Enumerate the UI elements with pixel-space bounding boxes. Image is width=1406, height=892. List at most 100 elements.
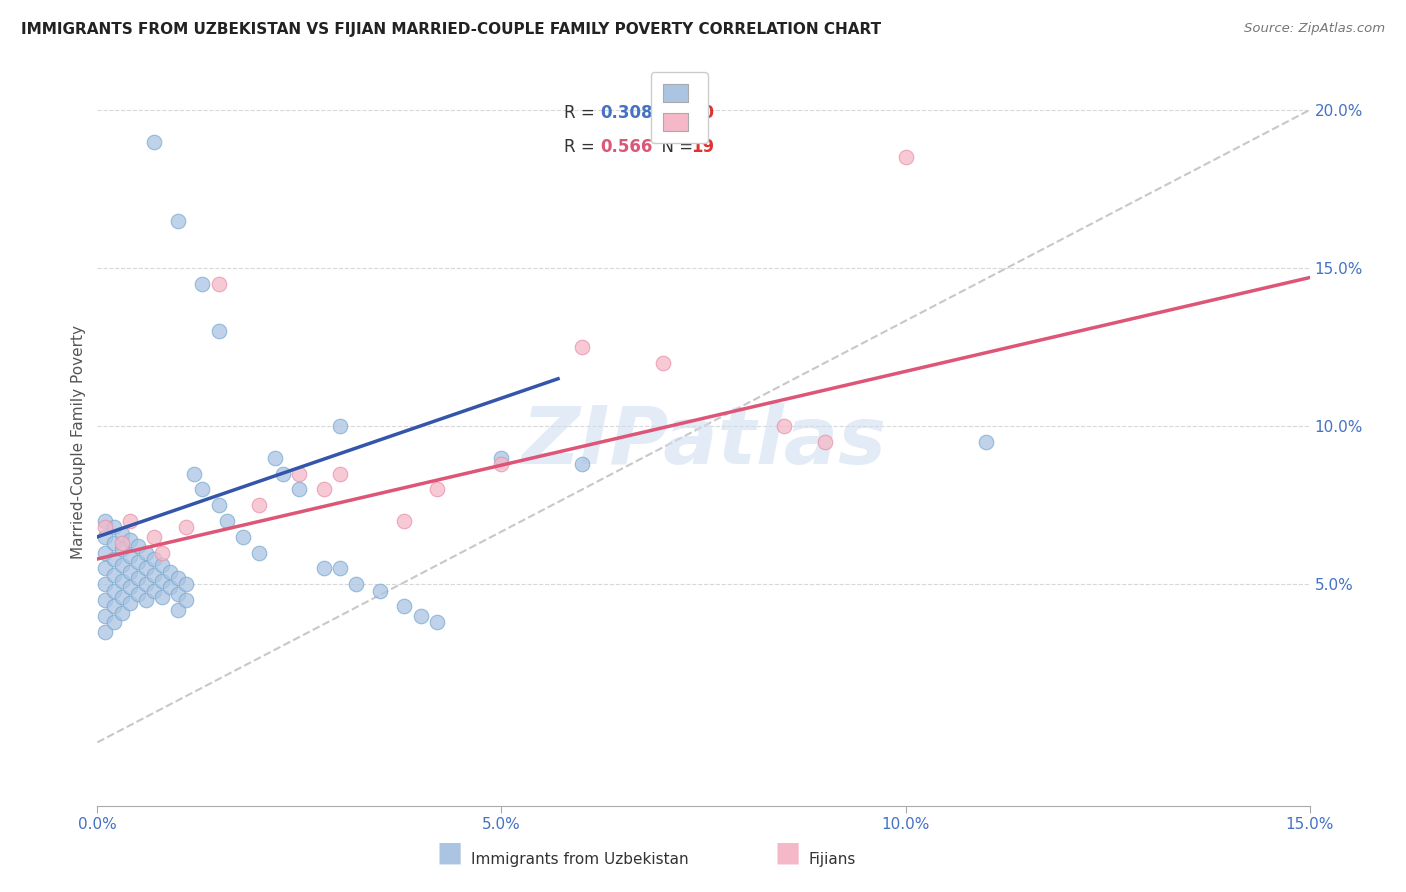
Point <box>312 561 335 575</box>
Point <box>207 324 229 338</box>
Text: 19: 19 <box>692 138 714 156</box>
Point <box>135 593 157 607</box>
Point <box>135 577 157 591</box>
Point <box>103 583 125 598</box>
Point <box>94 520 117 534</box>
Point <box>159 581 181 595</box>
Text: IMMIGRANTS FROM UZBEKISTAN VS FIJIAN MARRIED-COUPLE FAMILY POVERTY CORRELATION C: IMMIGRANTS FROM UZBEKISTAN VS FIJIAN MAR… <box>21 22 882 37</box>
Point <box>110 558 132 573</box>
Point <box>271 467 294 481</box>
Text: ■: ■ <box>775 839 800 867</box>
Text: R =: R = <box>564 103 600 122</box>
Point <box>118 581 141 595</box>
Point <box>94 514 117 528</box>
Point <box>167 213 190 227</box>
Point <box>409 608 432 623</box>
Point <box>110 606 132 620</box>
Text: 80: 80 <box>692 103 714 122</box>
Point <box>150 546 173 560</box>
Point <box>103 599 125 614</box>
Point <box>118 514 141 528</box>
Point <box>426 615 449 630</box>
Text: R =: R = <box>564 138 600 156</box>
Point <box>110 526 132 541</box>
Point <box>167 602 190 616</box>
Point <box>207 277 229 291</box>
Point <box>110 590 132 604</box>
Point <box>288 483 311 497</box>
Point <box>118 596 141 610</box>
Text: ZIPatlas: ZIPatlas <box>522 403 886 481</box>
Point <box>127 539 149 553</box>
Point <box>110 574 132 588</box>
Text: 0.308: 0.308 <box>600 103 652 122</box>
Point <box>773 419 796 434</box>
Point <box>103 536 125 550</box>
Y-axis label: Married-Couple Family Poverty: Married-Couple Family Poverty <box>72 325 86 559</box>
Point <box>652 356 675 370</box>
Text: ■: ■ <box>437 839 463 867</box>
Point <box>135 546 157 560</box>
Point <box>329 419 352 434</box>
Point <box>167 571 190 585</box>
Point <box>94 624 117 639</box>
Point <box>94 530 117 544</box>
Point <box>247 498 270 512</box>
Point <box>118 565 141 579</box>
Point <box>103 567 125 582</box>
Point <box>118 533 141 547</box>
Point <box>426 483 449 497</box>
Point <box>191 277 214 291</box>
Point <box>571 457 593 471</box>
Point <box>167 587 190 601</box>
Point <box>814 435 837 450</box>
Point <box>110 542 132 557</box>
Point <box>94 561 117 575</box>
Point <box>394 514 416 528</box>
Point <box>247 546 270 560</box>
Point <box>976 435 998 450</box>
Point <box>215 514 238 528</box>
Text: N =: N = <box>651 138 699 156</box>
Point <box>150 574 173 588</box>
Point <box>312 483 335 497</box>
Point <box>127 587 149 601</box>
Point <box>150 590 173 604</box>
Point <box>142 583 165 598</box>
Point <box>103 552 125 566</box>
Point <box>118 549 141 563</box>
Text: Immigrants from Uzbekistan: Immigrants from Uzbekistan <box>471 852 689 867</box>
Point <box>103 615 125 630</box>
Point <box>127 571 149 585</box>
Point <box>191 483 214 497</box>
Point <box>183 467 205 481</box>
Point <box>159 565 181 579</box>
Text: 0.566: 0.566 <box>600 138 652 156</box>
Point <box>571 340 593 354</box>
Point <box>150 558 173 573</box>
Text: N =: N = <box>651 103 699 122</box>
Text: Source: ZipAtlas.com: Source: ZipAtlas.com <box>1244 22 1385 36</box>
Point <box>142 135 165 149</box>
Point <box>329 467 352 481</box>
Point <box>174 577 197 591</box>
Point <box>894 150 917 164</box>
Text: Fijians: Fijians <box>808 852 856 867</box>
Point <box>94 608 117 623</box>
Point <box>174 593 197 607</box>
Point <box>94 577 117 591</box>
Legend: , : , <box>651 72 707 143</box>
Point <box>329 561 352 575</box>
Point <box>142 530 165 544</box>
Point <box>288 467 311 481</box>
Point <box>142 567 165 582</box>
Point <box>110 536 132 550</box>
Point <box>142 552 165 566</box>
Point <box>491 457 513 471</box>
Point <box>94 593 117 607</box>
Point <box>174 520 197 534</box>
Point <box>344 577 367 591</box>
Point <box>207 498 229 512</box>
Point <box>394 599 416 614</box>
Point <box>135 561 157 575</box>
